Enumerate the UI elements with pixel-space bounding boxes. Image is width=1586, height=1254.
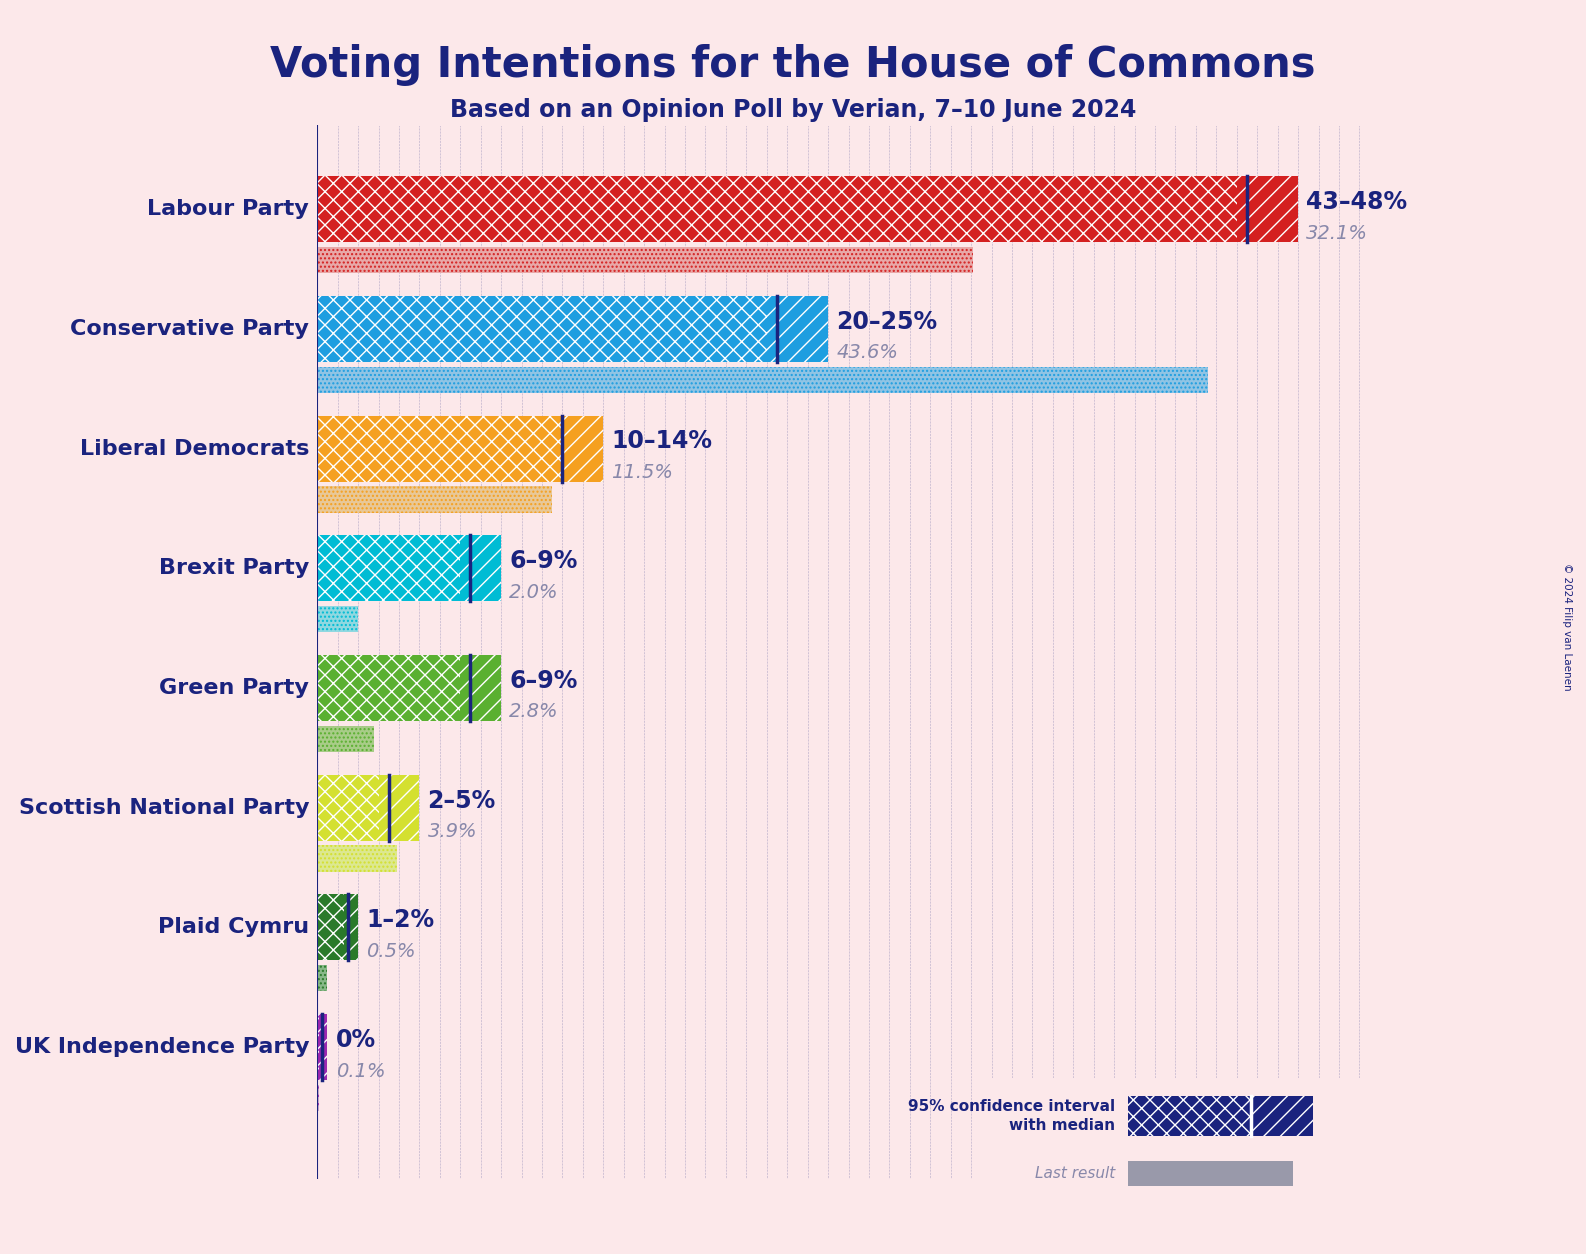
- Bar: [1251, 1096, 1313, 1136]
- Bar: [317, 415, 563, 482]
- Text: 2.8%: 2.8%: [509, 702, 558, 721]
- Bar: [460, 535, 501, 601]
- Text: Based on an Opinion Poll by Verian, 7–10 June 2024: Based on an Opinion Poll by Verian, 7–10…: [450, 98, 1136, 122]
- Text: Conservative Party: Conservative Party: [70, 319, 309, 339]
- Bar: [317, 296, 766, 362]
- Text: Liberal Democrats: Liberal Democrats: [79, 439, 309, 459]
- Text: 43–48%: 43–48%: [1307, 191, 1407, 214]
- Text: Last result: Last result: [1036, 1166, 1115, 1181]
- Bar: [317, 487, 552, 513]
- Bar: [317, 606, 358, 632]
- Bar: [317, 845, 396, 872]
- Bar: [317, 726, 374, 752]
- Bar: [317, 606, 358, 632]
- Bar: [317, 247, 974, 273]
- Bar: [317, 535, 460, 601]
- Bar: [317, 894, 344, 961]
- Text: 0%: 0%: [336, 1028, 376, 1052]
- Bar: [317, 966, 327, 992]
- Bar: [317, 966, 327, 992]
- Text: 95% confidence interval
with median: 95% confidence interval with median: [909, 1099, 1115, 1134]
- Bar: [317, 535, 460, 601]
- Bar: [1128, 1161, 1293, 1186]
- Text: Plaid Cymru: Plaid Cymru: [159, 918, 309, 938]
- Bar: [563, 415, 603, 482]
- Text: 20–25%: 20–25%: [836, 310, 937, 334]
- Bar: [317, 775, 379, 840]
- Text: Brexit Party: Brexit Party: [159, 558, 309, 578]
- Text: 10–14%: 10–14%: [612, 429, 712, 454]
- Text: Scottish National Party: Scottish National Party: [19, 798, 309, 818]
- Text: 11.5%: 11.5%: [612, 463, 674, 482]
- Bar: [317, 1014, 319, 1080]
- Bar: [379, 775, 419, 840]
- Text: Voting Intentions for the House of Commons: Voting Intentions for the House of Commo…: [270, 44, 1316, 85]
- Bar: [317, 845, 396, 872]
- Bar: [317, 296, 766, 362]
- Text: 1–2%: 1–2%: [366, 908, 435, 932]
- Text: 0.5%: 0.5%: [366, 942, 416, 961]
- Bar: [317, 487, 552, 513]
- Bar: [317, 1085, 319, 1111]
- Text: Green Party: Green Party: [159, 678, 309, 698]
- Text: Labour Party: Labour Party: [147, 199, 309, 219]
- Bar: [317, 726, 374, 752]
- Text: 0.1%: 0.1%: [336, 1062, 385, 1081]
- Text: 2.0%: 2.0%: [509, 583, 558, 602]
- Text: UK Independence Party: UK Independence Party: [14, 1037, 309, 1057]
- Text: 32.1%: 32.1%: [1307, 223, 1369, 242]
- Bar: [1237, 177, 1297, 242]
- Bar: [317, 1014, 319, 1080]
- Bar: [317, 366, 1209, 393]
- Text: 3.9%: 3.9%: [428, 823, 477, 841]
- Bar: [460, 655, 501, 721]
- Bar: [317, 894, 344, 961]
- Bar: [319, 1014, 327, 1080]
- Bar: [766, 296, 828, 362]
- Bar: [317, 1085, 319, 1111]
- Text: © 2024 Filip van Laenen: © 2024 Filip van Laenen: [1562, 563, 1572, 691]
- Bar: [317, 247, 974, 273]
- Text: 6–9%: 6–9%: [509, 549, 577, 573]
- Bar: [1128, 1096, 1251, 1136]
- Bar: [317, 415, 563, 482]
- Bar: [1128, 1096, 1251, 1136]
- Bar: [317, 177, 1237, 242]
- Bar: [317, 655, 460, 721]
- Bar: [317, 366, 1209, 393]
- Text: 2–5%: 2–5%: [428, 789, 496, 813]
- Text: 43.6%: 43.6%: [836, 344, 898, 362]
- Bar: [317, 775, 379, 840]
- Text: 6–9%: 6–9%: [509, 668, 577, 692]
- Bar: [317, 655, 460, 721]
- Bar: [317, 177, 1237, 242]
- Bar: [1251, 1096, 1313, 1136]
- Bar: [344, 894, 358, 961]
